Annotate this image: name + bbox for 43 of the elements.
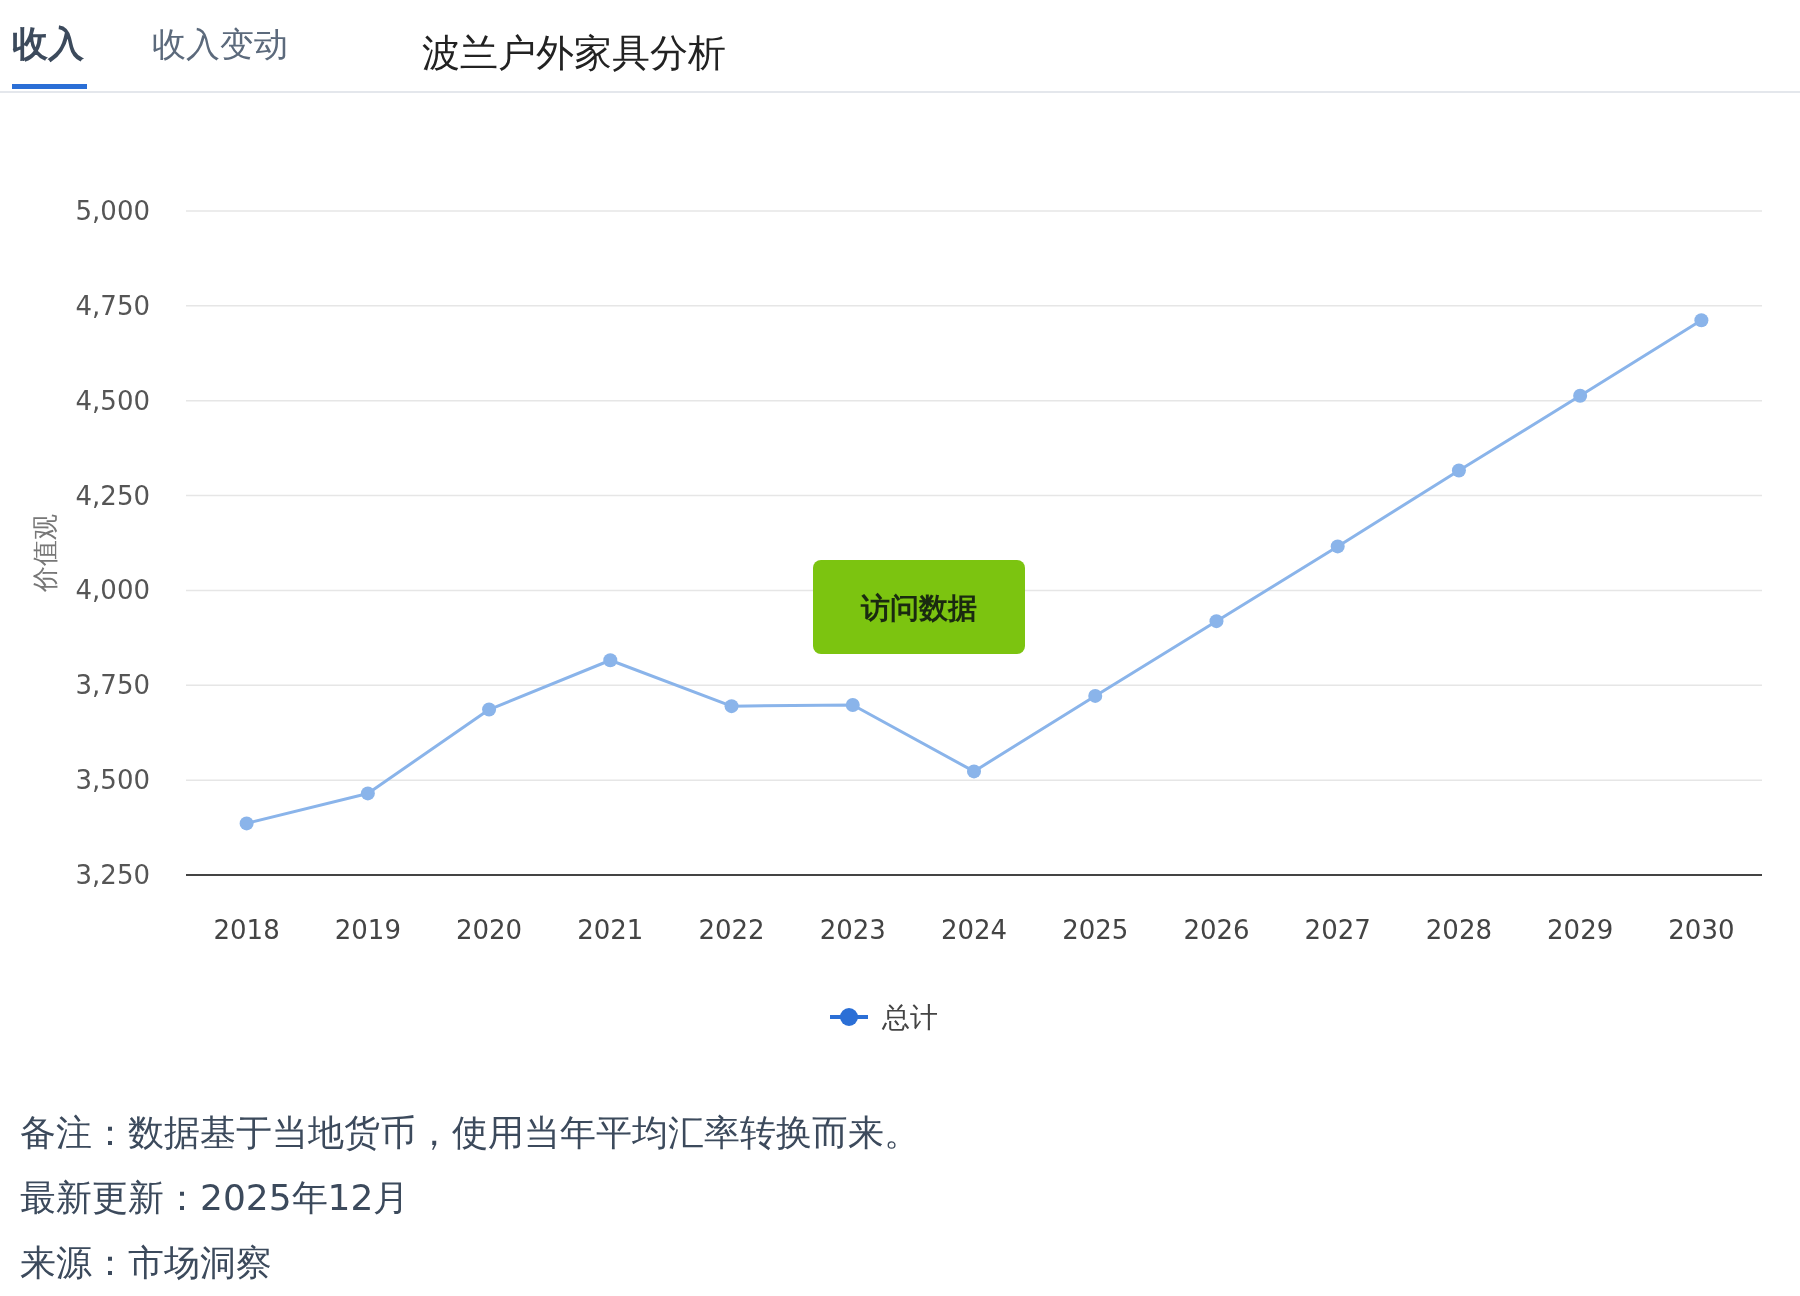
point (603, 653, 618, 668)
text: 总计 (881, 1001, 938, 1034)
point (360, 786, 375, 801)
x-tick-label: 2024 (940, 915, 1008, 945)
point (1451, 463, 1466, 478)
point (967, 764, 981, 779)
text: 收入 (12, 23, 85, 64)
x-tick-label: 2027 (1304, 915, 1371, 945)
annotation: 访问数据 (860, 591, 977, 625)
source-note: 来源：市场洞察 (20, 1242, 272, 1283)
x-tick-label: 2018 (213, 915, 280, 945)
point (1694, 313, 1709, 328)
point (724, 699, 739, 714)
y-tick-label: 3,500 (75, 765, 150, 796)
point (845, 698, 860, 713)
x-tick-label: 2026 (1183, 915, 1250, 945)
x-tick-label: 2023 (819, 915, 886, 945)
point (482, 702, 497, 717)
x-tick-label: 2029 (1547, 915, 1614, 945)
point (1330, 539, 1345, 554)
y-tick-label: 4,750 (75, 290, 150, 321)
x-tick-label: 2022 (698, 915, 765, 945)
x-tick-label: 2020 (455, 915, 523, 945)
text: 收入变动 (152, 24, 288, 64)
point (1088, 688, 1103, 703)
y-tick-label: 3,250 (75, 860, 150, 890)
x-tick-label: 2028 (1425, 915, 1493, 945)
x-tick-label: 2030 (1668, 915, 1735, 945)
x-tick-label: 2021 (577, 915, 644, 945)
point (239, 816, 254, 831)
y-tick-label: 4,000 (75, 575, 150, 606)
y-tick-label: 4,500 (75, 385, 150, 416)
y-tick-label: 5,000 (75, 196, 150, 226)
text: 最新更新：2025年12月 (20, 1177, 410, 1218)
y-tick-label: 4,250 (75, 480, 150, 511)
y-tick-label: 3,750 (75, 670, 150, 701)
point (1209, 614, 1224, 629)
point (1573, 388, 1588, 403)
x-tick-label: 2025 (1062, 915, 1129, 945)
text: 备注：数据基于当地货币，使用当年平均汇率转换而来。 (20, 1112, 920, 1153)
y-axis-title: 价值观 (30, 514, 60, 593)
x-tick-label: 2019 (334, 915, 401, 945)
chart-title: 波兰户外家具分析 (422, 31, 726, 75)
